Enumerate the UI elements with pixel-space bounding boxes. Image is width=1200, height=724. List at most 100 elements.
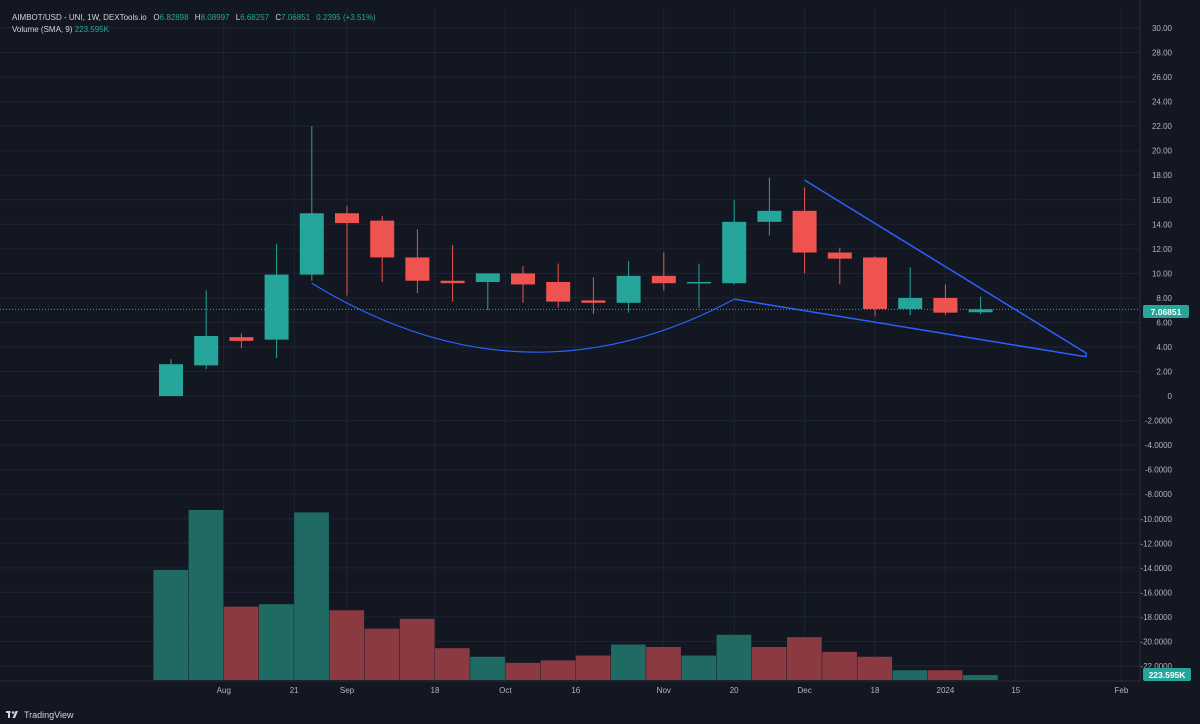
y-tick-label: -22.0000: [1140, 662, 1172, 671]
price-badge: 7.06851: [1151, 307, 1182, 317]
x-tick-label: 18: [431, 686, 440, 695]
high-value: 8.08997: [200, 13, 230, 22]
volume-badge-bg: [1143, 668, 1191, 681]
volume-bar: [892, 670, 928, 680]
candle-body: [370, 220, 395, 258]
y-tick-label: 18.00: [1152, 171, 1173, 180]
volume-bars: [153, 510, 998, 680]
volume-bar: [540, 660, 576, 680]
time-axis[interactable]: Aug 21 Sep 18 Oct 16 Nov 20 Dec 18 2024 15 Feb: [0, 680, 1200, 724]
high-label: H: [194, 13, 201, 22]
candle-body: [229, 337, 254, 341]
open-value: 6.82898: [159, 13, 189, 22]
volume-bar: [787, 637, 822, 680]
grid-lines: [0, 8, 1140, 681]
volume-bar: [681, 655, 717, 680]
volume-row: Volume (SMA, 9) 223.595K: [12, 24, 376, 36]
y-tick-label: -10.0000: [1140, 515, 1172, 524]
candle-body: [651, 275, 676, 284]
close-value: 7.06851: [281, 13, 311, 22]
volume-bar: [963, 675, 998, 680]
y-tick-label: 30.00: [1152, 24, 1173, 33]
x-tick-label: 2024: [937, 686, 955, 695]
y-tick-label: -6.0000: [1145, 466, 1173, 475]
volume-bar: [294, 512, 329, 680]
x-tick-label: Dec: [797, 686, 811, 695]
axis-badges: 7.06851 223.595K: [1143, 305, 1191, 681]
y-tick-label: 2.00: [1156, 368, 1172, 377]
y-tick-label: 6.00: [1156, 318, 1172, 327]
y-tick-label: 20.00: [1152, 147, 1173, 156]
y-tick-label: 10.00: [1152, 269, 1173, 278]
volume-bar: [751, 646, 787, 680]
y-tick-label: -2.0000: [1145, 417, 1173, 426]
candle-body: [757, 210, 782, 222]
y-tick-label: -12.0000: [1140, 539, 1172, 548]
y-tick-label: -14.0000: [1140, 564, 1172, 573]
volume-badge: 223.595K: [1149, 670, 1187, 680]
volume-bar: [611, 644, 646, 680]
x-tick-label: 15: [1011, 686, 1020, 695]
candle-body: [722, 221, 747, 284]
brand-label: TradingView: [24, 710, 74, 720]
volume-bar: [716, 634, 752, 680]
candle-body: [299, 213, 324, 275]
volume-bar: [364, 628, 400, 680]
candle-body: [792, 210, 817, 253]
candles: [159, 126, 993, 397]
y-tick-label: -16.0000: [1140, 588, 1172, 597]
tradingview-logo[interactable]: TradingView: [6, 710, 74, 720]
symbol-title[interactable]: AIMBOT/USD - UNI, 1W, DEXTools.io: [12, 13, 147, 22]
candle-body: [827, 252, 852, 259]
chart-legend: AIMBOT/USD - UNI, 1W, DEXTools.io O6.828…: [12, 12, 376, 36]
candle-body: [546, 281, 571, 302]
x-tick-label: 18: [871, 686, 880, 695]
candle-body: [898, 297, 923, 309]
wedge-lower-line[interactable]: [734, 298, 1087, 358]
volume-bar: [259, 604, 294, 680]
volume-bar: [435, 648, 470, 680]
volume-bar: [822, 651, 857, 680]
y-tick-label: 26.00: [1152, 73, 1173, 82]
candle-body: [475, 273, 500, 282]
volume-bar: [153, 569, 189, 680]
y-tick-label: -8.0000: [1145, 490, 1173, 499]
y-tick-label: -20.0000: [1140, 637, 1172, 646]
candle-body: [933, 297, 958, 313]
y-tick-label: 28.00: [1152, 49, 1173, 58]
x-tick-label: 16: [571, 686, 580, 695]
x-tick-label: 20: [730, 686, 739, 695]
candle-body: [440, 280, 465, 284]
volume-bar: [646, 646, 681, 680]
cup-arc[interactable]: [311, 282, 735, 353]
price-axis[interactable]: 30.00 28.00 26.00 24.00 22.00 20.00 18.00 16.00…: [1139, 0, 1200, 724]
volume-bar: [188, 510, 224, 680]
y-tick-label: 8.00: [1156, 294, 1172, 303]
y-tick-label: 24.00: [1152, 98, 1173, 107]
volume-bar: [505, 662, 541, 680]
close-label: C: [275, 13, 282, 22]
volume-label[interactable]: Volume (SMA, 9): [12, 25, 73, 34]
ohlc-row: AIMBOT/USD - UNI, 1W, DEXTools.io O6.828…: [12, 12, 376, 24]
x-tick-label: Sep: [340, 686, 355, 695]
y-tick-label: 4.00: [1156, 343, 1172, 352]
time-axis-bg: [0, 681, 1200, 724]
candle-body: [581, 300, 606, 303]
volume-bar: [470, 656, 505, 680]
candle-body: [335, 213, 359, 224]
candle-body: [968, 309, 993, 313]
y-tick-label: 16.00: [1152, 196, 1173, 205]
y-tick-label: 22.00: [1152, 122, 1173, 131]
low-value: 6.68257: [240, 13, 270, 22]
volume-bar: [575, 655, 611, 680]
pattern-drawings[interactable]: [311, 179, 1087, 358]
x-tick-label: 21: [290, 686, 299, 695]
wedge-upper-line[interactable]: [804, 179, 1087, 354]
volume-bar: [927, 670, 963, 680]
x-tick-label: Feb: [1115, 686, 1129, 695]
y-tick-label: 12.00: [1152, 245, 1173, 254]
candle-body: [687, 281, 711, 284]
x-tick-label: Aug: [217, 686, 231, 695]
low-label: L: [235, 13, 241, 22]
